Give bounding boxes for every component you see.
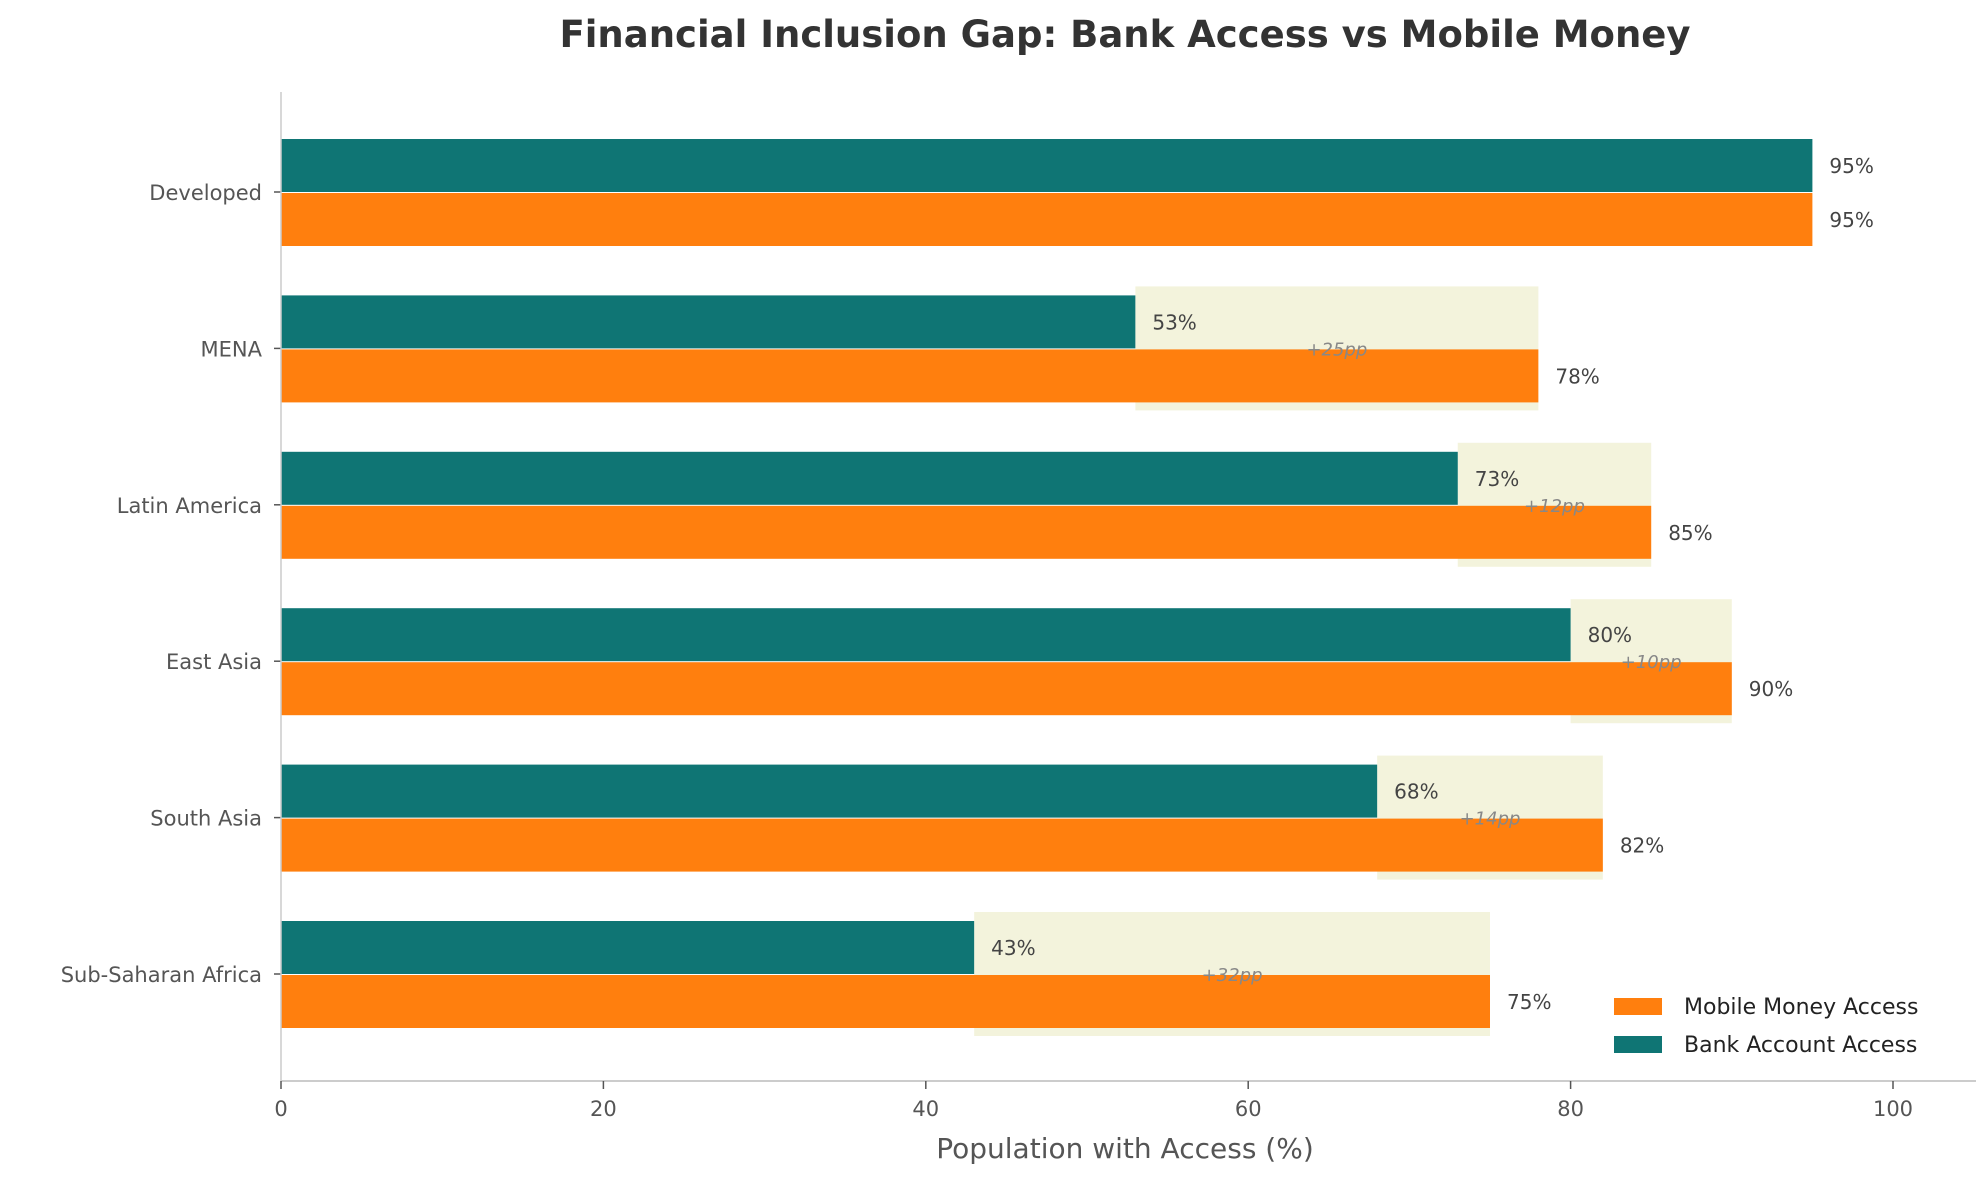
x-tick-label: 60 xyxy=(1235,1097,1262,1121)
legend-label: Mobile Money Access xyxy=(1684,995,1918,1020)
value-label-mobile: 82% xyxy=(1620,834,1664,858)
bar-bank-account xyxy=(281,921,975,974)
gap-annotation: +12pp xyxy=(1524,496,1585,517)
value-label-bank: 95% xyxy=(1829,154,1873,178)
gap-annotation: +14pp xyxy=(1460,809,1521,830)
bar-bank-account xyxy=(281,139,1813,192)
y-tick-label: East Asia xyxy=(166,650,262,674)
legend-swatch xyxy=(1614,1036,1662,1053)
value-label-bank: 43% xyxy=(991,936,1035,960)
bar-mobile-money xyxy=(281,193,1813,246)
value-label-bank: 73% xyxy=(1475,467,1519,491)
y-tick-label: Sub-Saharan Africa xyxy=(61,963,262,987)
x-tick-label: 40 xyxy=(912,1097,939,1121)
y-tick-label: South Asia xyxy=(150,807,262,831)
x-tick-label: 80 xyxy=(1557,1097,1584,1121)
bar-bank-account xyxy=(281,295,1136,349)
bar-mobile-money xyxy=(281,975,1490,1028)
bar-mobile-money xyxy=(281,818,1603,872)
y-tick-label: Developed xyxy=(149,181,262,205)
bar-bank-account xyxy=(281,451,1458,505)
bar-bank-account xyxy=(281,608,1571,662)
bar-bank-account xyxy=(281,764,1378,818)
gap-annotation: +10pp xyxy=(1621,652,1682,673)
bar-mobile-money xyxy=(281,349,1539,403)
y-tick-label: MENA xyxy=(201,337,263,361)
legend-label: Bank Account Access xyxy=(1684,1033,1917,1058)
x-tick-label: 0 xyxy=(274,1097,287,1121)
value-label-mobile: 75% xyxy=(1507,990,1551,1014)
gap-annotation: +25pp xyxy=(1306,339,1367,360)
bar-mobile-money xyxy=(281,505,1652,559)
x-tick-label: 100 xyxy=(1873,1097,1913,1121)
x-tick-label: 20 xyxy=(590,1097,617,1121)
value-label-mobile: 85% xyxy=(1668,521,1712,545)
value-label-bank: 80% xyxy=(1588,623,1632,647)
x-axis-label: Population with Access (%) xyxy=(936,1132,1314,1165)
chart-title: Financial Inclusion Gap: Bank Access vs … xyxy=(559,13,1690,56)
value-label-bank: 53% xyxy=(1152,310,1196,334)
gap-annotation: +32pp xyxy=(1202,965,1263,986)
legend-swatch xyxy=(1614,998,1662,1015)
y-tick-label: Latin America xyxy=(117,494,262,518)
value-label-bank: 68% xyxy=(1394,780,1438,804)
value-label-mobile: 90% xyxy=(1749,677,1793,701)
bar-mobile-money xyxy=(281,662,1732,716)
value-label-mobile: 78% xyxy=(1555,364,1599,388)
value-label-mobile: 95% xyxy=(1829,208,1873,232)
